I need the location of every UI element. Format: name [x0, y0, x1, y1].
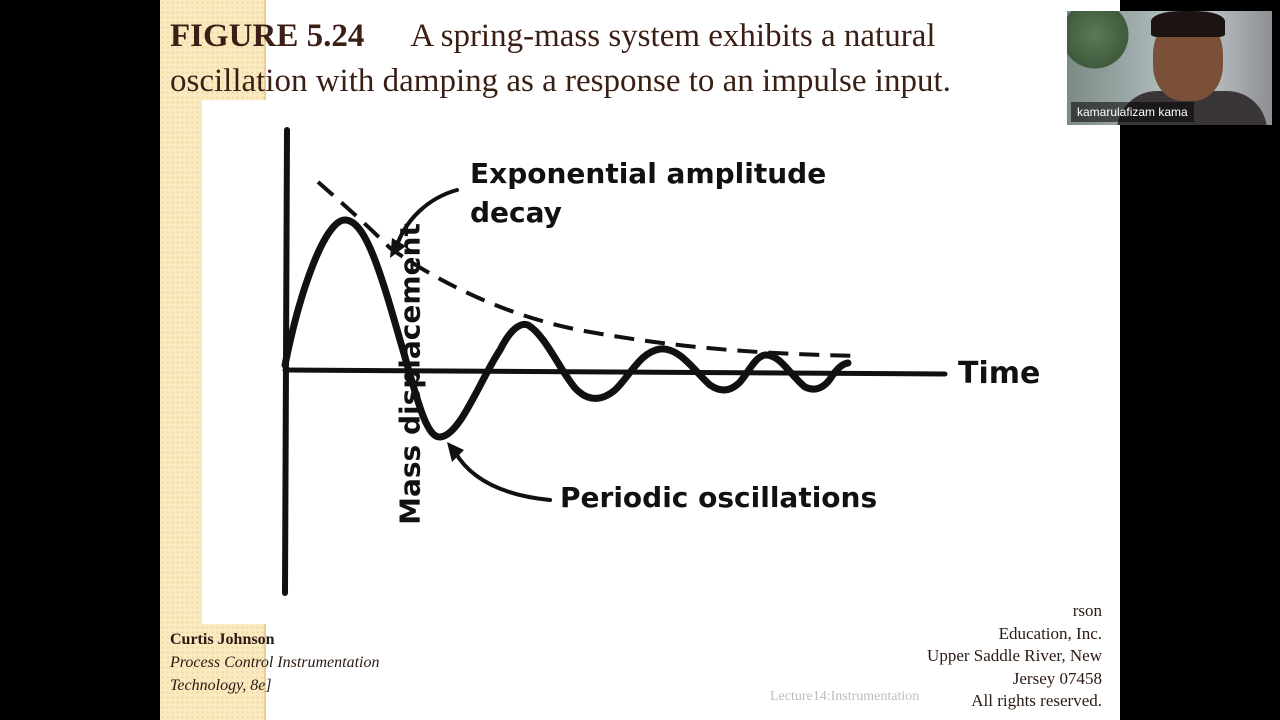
periodic-arrow-head: [447, 442, 464, 462]
x-axis-label: Time: [958, 356, 1041, 391]
credit-book-line-2: Technology, 8e]: [170, 677, 272, 694]
decay-arrow-line: [394, 188, 459, 250]
y-axis-label: Mass displacement: [393, 223, 427, 525]
publisher-line-2: Education, Inc.: [998, 623, 1102, 643]
title-line-2: oscillation with damping as a response t…: [170, 63, 951, 99]
annotation-decay-line-1: Exponential amplitude: [470, 157, 827, 190]
figure-panel: [202, 100, 1120, 624]
annotation-periodic: Periodic oscillations: [560, 481, 878, 514]
participant-name-tag: kamarulafizam kama: [1071, 102, 1194, 122]
credit-book-line-1: Process Control Instrumentation: [170, 654, 380, 671]
slide-footer: Lecture14:Instrumentation: [770, 689, 920, 704]
oscillation-curve: [281, 216, 852, 441]
decay-envelope-dashed: [316, 180, 861, 358]
title-line-1: A spring-mass system exhibits a natural: [410, 18, 936, 54]
participant-hair: [1151, 11, 1225, 37]
figure-label: FIGURE 5.24: [170, 18, 365, 54]
publisher-line-4: Jersey 07458: [1012, 668, 1102, 688]
x-axis: [282, 367, 948, 377]
presentation-slide: FIGURE 5.24 A spring-mass system exhibits…: [160, 0, 1120, 720]
publisher-line-5: All rights reserved.: [971, 691, 1102, 710]
slide-title: FIGURE 5.24 A spring-mass system exhibits…: [170, 14, 1070, 104]
annotation-decay-line-2: decay: [470, 196, 562, 229]
credit-author: Curtis Johnson: [170, 631, 275, 648]
video-background-tree: [1067, 11, 1137, 71]
source-credit: Curtis Johnson Process Control Instrumen…: [170, 628, 379, 697]
damped-oscillation-diagram: [281, 127, 948, 596]
publisher-line-1: rson: [1072, 601, 1102, 620]
periodic-arrow-line: [453, 450, 552, 502]
publisher-notice: rson Education, Inc. Upper Saddle River,…: [927, 600, 1102, 713]
publisher-line-3: Upper Saddle River, New: [927, 646, 1102, 665]
participant-video-tile[interactable]: kamarulafizam kama: [1067, 11, 1272, 125]
decay-arrow-head: [390, 238, 406, 258]
